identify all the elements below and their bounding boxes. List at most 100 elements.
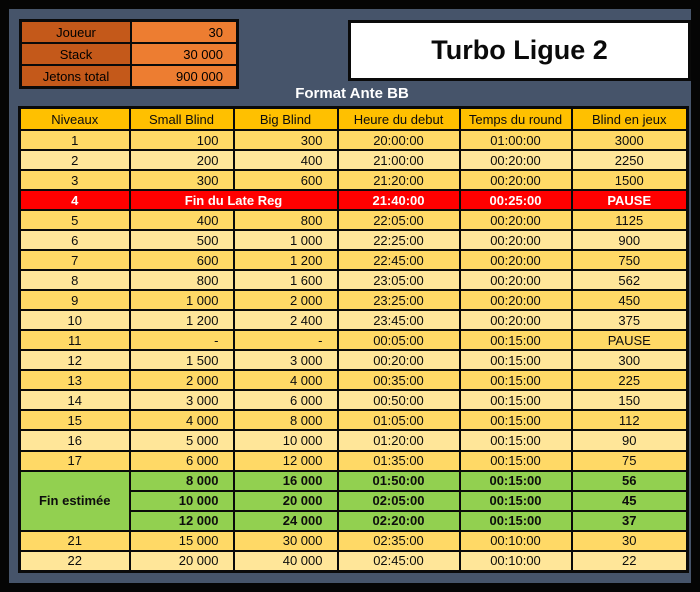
round-time-cell: 00:25:00 — [458, 189, 573, 212]
small-blind-cell: - — [128, 329, 235, 352]
level-cell: Fin estimée — [18, 469, 131, 532]
table-row: 14 3 000 6 000 00:50:00 00:15:00 150 — [18, 389, 689, 412]
level-cell: 8 — [18, 269, 131, 292]
info-label-stack: Stack — [19, 42, 132, 66]
big-blind-cell: 1 000 — [232, 229, 339, 252]
small-blind-cell: 6 000 — [128, 449, 235, 472]
late-reg-end-cell: Fin du Late Reg — [128, 189, 339, 212]
start-time-cell: 00:05:00 — [336, 329, 461, 352]
start-time-cell: 23:25:00 — [336, 289, 461, 312]
round-time-cell: 00:15:00 — [458, 409, 573, 432]
round-time-cell: 00:20:00 — [458, 289, 573, 312]
blinds-in-play-cell: 112 — [570, 409, 689, 432]
small-blind-cell: 2 000 — [128, 369, 235, 392]
blinds-in-play-cell: 30 — [570, 529, 689, 552]
big-blind-cell: 30 000 — [232, 529, 339, 552]
small-blind-cell: 200 — [128, 149, 235, 172]
table-row: 12 000 24 000 02:20:00 00:15:00 37 — [20, 509, 689, 532]
level-cell: 5 — [18, 209, 131, 232]
start-time-cell: 22:05:00 — [336, 209, 461, 232]
round-time-cell: 00:10:00 — [458, 549, 573, 573]
start-time-cell: 02:45:00 — [336, 549, 461, 573]
level-cell: 11 — [18, 329, 131, 352]
level-cell: 1 — [18, 128, 131, 152]
blinds-in-play-cell: 750 — [570, 249, 689, 272]
page-title: Turbo Ligue 2 — [431, 35, 608, 65]
start-time-cell: 00:35:00 — [336, 369, 461, 392]
player-info-table: Joueur 30 Stack 30 000 Jetons total 900 … — [19, 19, 239, 89]
round-time-cell: 00:20:00 — [458, 249, 573, 272]
big-blind-cell: 8 000 — [232, 409, 339, 432]
title-box: Turbo Ligue 2 — [348, 20, 691, 81]
table-row: 10 000 20 000 02:05:00 00:15:00 45 — [20, 489, 689, 512]
table-row: 1 100 300 20:00:00 01:00:00 3000 — [18, 128, 689, 152]
blinds-in-play-cell: 22 — [570, 549, 689, 573]
small-blind-cell: 20 000 — [128, 549, 235, 573]
start-time-cell: 01:05:00 — [336, 409, 461, 432]
level-cell: 22 — [18, 549, 131, 573]
level-cell: 9 — [18, 289, 131, 312]
blinds-in-play-cell: 300 — [570, 349, 689, 372]
level-cell: 3 — [18, 169, 131, 192]
header-blind-en-jeux: Blind en jeux — [570, 106, 689, 131]
blinds-structure-table: Niveaux Small Blind Big Blind Heure du d… — [18, 106, 689, 573]
table-header-row: Niveaux Small Blind Big Blind Heure du d… — [18, 106, 689, 131]
table-row: 4 Fin du Late Reg 21:40:00 00:25:00 PAUSE — [18, 189, 689, 212]
header-temps-du-round: Temps du round — [458, 106, 573, 131]
start-time-cell: 21:00:00 — [336, 149, 461, 172]
big-blind-cell: 400 — [232, 149, 339, 172]
blinds-in-play-cell: 900 — [570, 229, 689, 252]
table-row: 15 4 000 8 000 01:05:00 00:15:00 112 — [18, 409, 689, 432]
round-time-cell: 00:15:00 — [458, 449, 573, 472]
table-row: 7 600 1 200 22:45:00 00:20:00 750 — [18, 249, 689, 272]
level-cell: 17 — [18, 449, 131, 472]
start-time-cell: 21:40:00 — [336, 189, 461, 212]
start-time-cell: 01:20:00 — [336, 429, 461, 452]
start-time-cell: 23:45:00 — [336, 309, 461, 332]
small-blind-cell: 1 200 — [128, 309, 235, 332]
small-blind-cell: 400 — [128, 209, 235, 232]
blinds-in-play-cell: 1500 — [570, 169, 689, 192]
header-big-blind: Big Blind — [232, 106, 339, 131]
blinds-in-play-cell: 90 — [570, 429, 689, 452]
start-time-cell: 02:05:00 — [336, 489, 461, 512]
big-blind-cell: 800 — [232, 209, 339, 232]
level-cell: 21 — [18, 529, 131, 552]
big-blind-cell: 300 — [232, 128, 339, 152]
big-blind-cell: 1 200 — [232, 249, 339, 272]
round-time-cell: 00:20:00 — [458, 269, 573, 292]
round-time-cell: 00:15:00 — [458, 329, 573, 352]
round-time-cell: 00:15:00 — [458, 489, 573, 512]
small-blind-cell: 5 000 — [128, 429, 235, 452]
round-time-cell: 00:15:00 — [458, 469, 573, 492]
small-blind-cell: 3 000 — [128, 389, 235, 412]
start-time-cell: 02:20:00 — [336, 509, 461, 532]
table-row: 12 1 500 3 000 00:20:00 00:15:00 300 — [18, 349, 689, 372]
level-cell: 10 — [18, 309, 131, 332]
table-row: Fin estimée 8 000 16 000 01:50:00 00:15:00 56 — [18, 469, 689, 532]
big-blind-cell: - — [232, 329, 339, 352]
round-time-cell: 00:20:00 — [458, 229, 573, 252]
round-time-cell: 00:15:00 — [458, 389, 573, 412]
table-row: 16 5 000 10 000 01:20:00 00:15:00 90 — [18, 429, 689, 452]
small-blind-cell: 10 000 — [128, 489, 235, 512]
round-time-cell: 00:20:00 — [458, 209, 573, 232]
small-blind-cell: 8 000 — [128, 469, 235, 492]
small-blind-cell: 100 — [128, 128, 235, 152]
round-time-cell: 00:10:00 — [458, 529, 573, 552]
big-blind-cell: 6 000 — [232, 389, 339, 412]
level-cell: 2 — [18, 149, 131, 172]
big-blind-cell: 40 000 — [232, 549, 339, 573]
header-niveaux: Niveaux — [18, 106, 131, 131]
level-cell: 6 — [18, 229, 131, 252]
blinds-in-play-cell: 56 — [570, 469, 689, 492]
small-blind-cell: 800 — [128, 269, 235, 292]
start-time-cell: 01:35:00 — [336, 449, 461, 472]
table-row: 6 500 1 000 22:25:00 00:20:00 900 — [18, 229, 689, 252]
round-time-cell: 00:15:00 — [458, 349, 573, 372]
blinds-in-play-cell: 450 — [570, 289, 689, 312]
blinds-in-play-cell: 225 — [570, 369, 689, 392]
round-time-cell: 00:20:00 — [458, 169, 573, 192]
info-value-joueur: 30 — [130, 19, 239, 44]
round-time-cell: 00:15:00 — [458, 509, 573, 532]
